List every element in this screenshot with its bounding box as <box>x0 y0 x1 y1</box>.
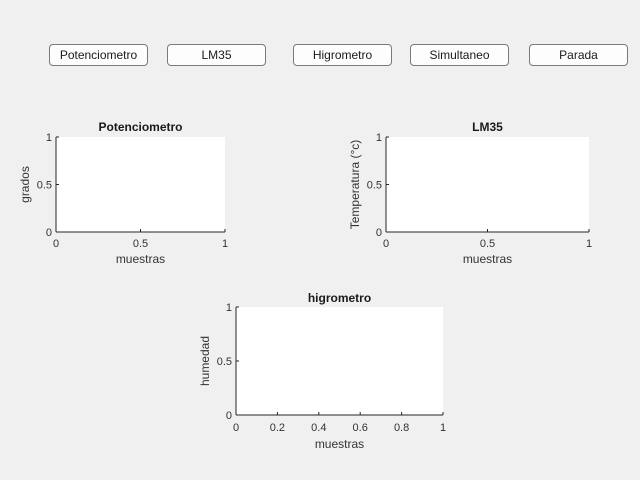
y-axis-label: Temperatura (°c) <box>348 140 362 230</box>
x-tick-label: 0.5 <box>133 238 148 250</box>
x-tick-label: 0 <box>383 238 389 250</box>
lm35-axes: LM35 muestras Temperatura (°c) 0 0.5 1 0… <box>348 120 592 266</box>
x-tick-label: 0 <box>233 422 239 434</box>
y-axis-label: grados <box>18 166 32 203</box>
higrometro-axes: higrometro muestras humedad 0 0.2 0.4 0.… <box>198 291 446 451</box>
x-axis-label: muestras <box>116 252 165 266</box>
x-ticks: 0 0.2 0.4 0.6 0.8 1 <box>233 412 446 434</box>
simultaneo-button[interactable]: Simultaneo <box>410 44 509 66</box>
chart-title: LM35 <box>472 120 503 134</box>
x-axis-label: muestras <box>463 252 512 266</box>
parada-button[interactable]: Parada <box>529 44 628 66</box>
x-ticks: 0 0.5 1 <box>53 229 228 250</box>
y-axis-label: humedad <box>198 336 212 386</box>
x-axis-label: muestras <box>315 437 364 451</box>
y-tick-label: 0 <box>226 410 232 422</box>
potenciometro-axes: Potenciometro muestras grados 0 0.5 1 0 … <box>18 120 228 266</box>
y-tick-label: 0.5 <box>367 180 382 192</box>
chart-title: Potenciometro <box>98 120 182 134</box>
y-tick-label: 0.5 <box>217 356 232 368</box>
x-tick-label: 1 <box>586 238 592 250</box>
x-tick-label: 0 <box>53 238 59 250</box>
y-tick-label: 1 <box>376 132 382 144</box>
x-tick-label: 0.4 <box>311 422 326 434</box>
higrometro-button[interactable]: Higrometro <box>293 44 392 66</box>
y-ticks: 0 0.5 1 <box>37 132 59 239</box>
y-tick-label: 0 <box>46 227 52 239</box>
y-tick-label: 1 <box>226 302 232 314</box>
x-tick-label: 0.5 <box>480 238 495 250</box>
y-tick-label: 1 <box>46 132 52 144</box>
potenciometro-button[interactable]: Potenciometro <box>49 44 148 66</box>
y-ticks: 0 0.5 1 <box>217 302 239 422</box>
plot-area <box>386 137 589 232</box>
x-tick-label: 0.6 <box>353 422 368 434</box>
x-tick-label: 0.2 <box>270 422 285 434</box>
plot-area <box>236 307 443 415</box>
x-tick-label: 0.8 <box>394 422 409 434</box>
plot-area <box>56 137 225 232</box>
chart-title: higrometro <box>308 291 371 305</box>
x-ticks: 0 0.5 1 <box>383 229 592 250</box>
lm35-button[interactable]: LM35 <box>167 44 266 66</box>
y-tick-label: 0 <box>376 227 382 239</box>
x-tick-label: 1 <box>440 422 446 434</box>
x-tick-label: 1 <box>222 238 228 250</box>
y-tick-label: 0.5 <box>37 180 52 192</box>
y-ticks: 0 0.5 1 <box>367 132 389 239</box>
